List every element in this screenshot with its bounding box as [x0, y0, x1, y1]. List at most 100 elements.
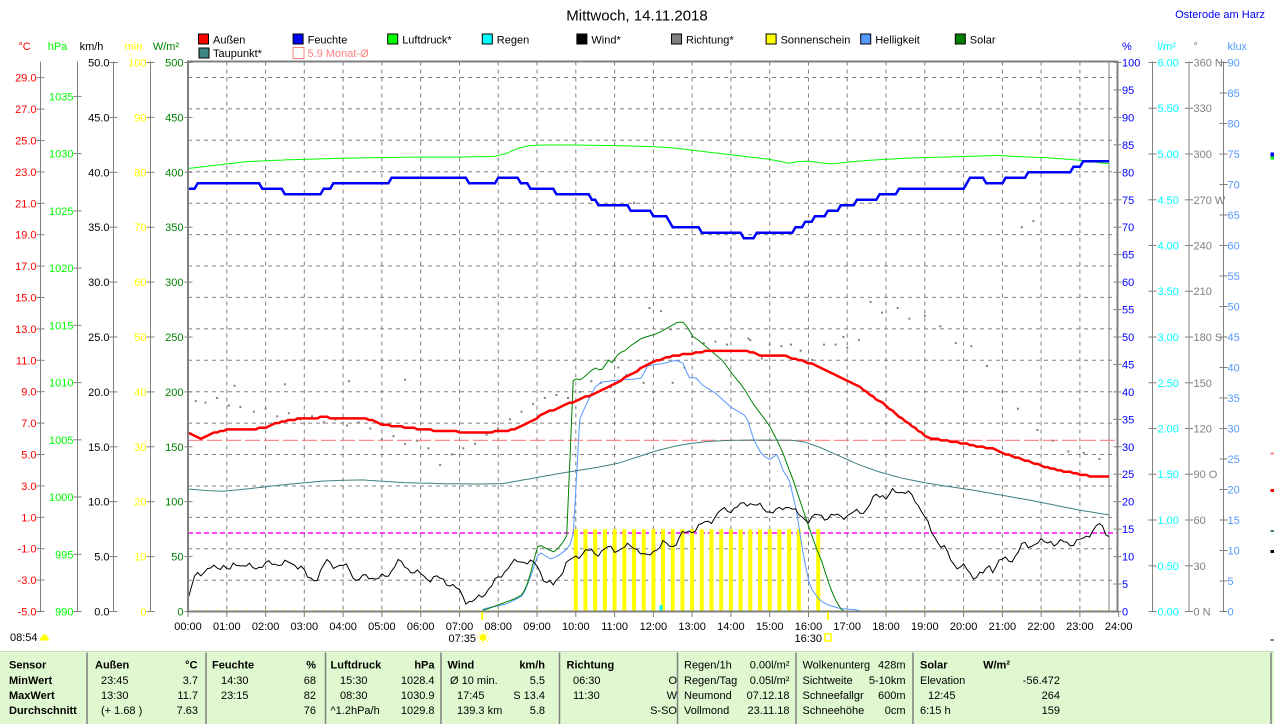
svg-text:Elevation: Elevation	[920, 675, 965, 687]
svg-text:0 N: 0 N	[1194, 607, 1211, 619]
svg-text:17:00: 17:00	[833, 621, 861, 633]
svg-text:km/h: km/h	[519, 660, 545, 672]
svg-text:5.9 Monat-Ø: 5.9 Monat-Ø	[308, 48, 370, 60]
svg-text:50: 50	[171, 552, 183, 564]
svg-text:23:00: 23:00	[1066, 621, 1094, 633]
svg-text:85: 85	[1122, 140, 1134, 152]
svg-text:km/h: km/h	[80, 41, 104, 53]
svg-text:MaxWert: MaxWert	[9, 690, 55, 702]
svg-text:0.00: 0.00	[1158, 607, 1179, 619]
svg-text:07:00: 07:00	[446, 621, 474, 633]
svg-text:300: 300	[1194, 149, 1212, 161]
svg-text:Außen: Außen	[95, 660, 130, 672]
svg-text:45.0: 45.0	[88, 112, 109, 124]
svg-text:10.0: 10.0	[88, 497, 109, 509]
svg-text:428m: 428m	[878, 660, 906, 672]
svg-text:04:00: 04:00	[329, 621, 357, 633]
svg-text:27.0: 27.0	[15, 104, 36, 116]
svg-text:70: 70	[134, 222, 146, 234]
svg-text:80: 80	[1228, 119, 1240, 131]
svg-text:5.00: 5.00	[1158, 149, 1179, 161]
svg-text:1005: 1005	[49, 435, 73, 447]
svg-text:18:00: 18:00	[872, 621, 900, 633]
svg-text:139.3 km: 139.3 km	[457, 705, 502, 717]
svg-text:hPa: hPa	[414, 660, 435, 672]
svg-text:995: 995	[55, 549, 73, 561]
svg-text:22:00: 22:00	[1027, 621, 1055, 633]
svg-text:68: 68	[304, 675, 316, 687]
svg-text:0.05l/m²: 0.05l/m²	[750, 675, 790, 687]
svg-text:85: 85	[1228, 88, 1240, 100]
svg-text:Außen: Außen	[213, 35, 245, 47]
svg-text:6:15 h: 6:15 h	[920, 705, 951, 717]
svg-text:09:00: 09:00	[523, 621, 551, 633]
svg-text:270 W: 270 W	[1194, 195, 1226, 207]
svg-text:10: 10	[1228, 546, 1240, 558]
svg-text:Solar: Solar	[920, 660, 948, 672]
svg-text:40: 40	[1228, 363, 1240, 375]
svg-text:90: 90	[1228, 58, 1240, 70]
svg-text:°C: °C	[18, 41, 30, 53]
svg-text:25: 25	[1122, 469, 1134, 481]
svg-text:3.7: 3.7	[183, 675, 198, 687]
svg-text:1000: 1000	[49, 492, 73, 504]
svg-text:08:00: 08:00	[484, 621, 512, 633]
svg-text:0: 0	[177, 607, 183, 619]
svg-text:Regen: Regen	[497, 35, 529, 47]
svg-text:01:00: 01:00	[213, 621, 241, 633]
svg-text:10: 10	[134, 552, 146, 564]
svg-text:1030.9: 1030.9	[401, 690, 435, 702]
svg-text:3.0: 3.0	[21, 481, 36, 493]
svg-text:Ø 10 min.: Ø 10 min.	[450, 675, 498, 687]
svg-text:05:00: 05:00	[368, 621, 396, 633]
svg-text:21.0: 21.0	[15, 198, 36, 210]
svg-text:12:00: 12:00	[640, 621, 668, 633]
svg-text:30: 30	[134, 442, 146, 454]
svg-text:15:30: 15:30	[340, 675, 368, 687]
svg-text:0.0: 0.0	[94, 607, 109, 619]
svg-text:82: 82	[304, 690, 316, 702]
svg-text:450: 450	[165, 112, 183, 124]
svg-text:%: %	[306, 660, 316, 672]
svg-text:50: 50	[134, 332, 146, 344]
svg-text:07:35: 07:35	[448, 633, 476, 645]
svg-text:2.50: 2.50	[1158, 378, 1179, 390]
svg-text:1.50: 1.50	[1158, 469, 1179, 481]
svg-text:(+ 1.68 ): (+ 1.68 )	[101, 705, 142, 717]
svg-text:S 13.4: S 13.4	[513, 690, 545, 702]
svg-text:23.11.18: 23.11.18	[747, 705, 789, 717]
svg-text:90 O: 90 O	[1194, 469, 1218, 481]
svg-text:hPa: hPa	[48, 41, 68, 53]
svg-text:1015: 1015	[49, 320, 73, 332]
svg-text:Luftdruck: Luftdruck	[331, 660, 383, 672]
svg-text:Wolkenunterg: Wolkenunterg	[803, 660, 871, 672]
svg-text:11.7: 11.7	[177, 690, 198, 702]
svg-text:1.0: 1.0	[21, 512, 36, 524]
svg-text:1025: 1025	[49, 206, 73, 218]
svg-text:76: 76	[304, 705, 316, 717]
svg-text:300: 300	[165, 277, 183, 289]
svg-text:Richtung: Richtung	[567, 660, 615, 672]
svg-text:03:00: 03:00	[291, 621, 319, 633]
svg-text:500: 500	[165, 58, 183, 70]
svg-text:4.00: 4.00	[1158, 241, 1179, 253]
svg-text:W/m²: W/m²	[153, 41, 180, 53]
svg-text:30: 30	[1228, 424, 1240, 436]
svg-text:100: 100	[165, 497, 183, 509]
svg-text:7.63: 7.63	[177, 705, 198, 717]
svg-text:11.0: 11.0	[16, 355, 37, 367]
svg-text:10: 10	[1122, 552, 1134, 564]
svg-text:30.0: 30.0	[88, 277, 109, 289]
svg-text:1.00: 1.00	[1158, 515, 1179, 527]
svg-text:5-10km: 5-10km	[869, 675, 906, 687]
svg-text:5.50: 5.50	[1158, 103, 1179, 115]
svg-text:25.0: 25.0	[88, 332, 109, 344]
svg-text:29.0: 29.0	[15, 73, 36, 85]
svg-text:24:00: 24:00	[1105, 621, 1133, 633]
svg-text:-1.0: -1.0	[18, 544, 37, 556]
svg-text:50: 50	[1122, 332, 1134, 344]
svg-text:4.50: 4.50	[1158, 195, 1179, 207]
svg-text:1028.4: 1028.4	[401, 675, 435, 687]
svg-text:2.00: 2.00	[1158, 424, 1179, 436]
svg-text:20: 20	[134, 497, 146, 509]
